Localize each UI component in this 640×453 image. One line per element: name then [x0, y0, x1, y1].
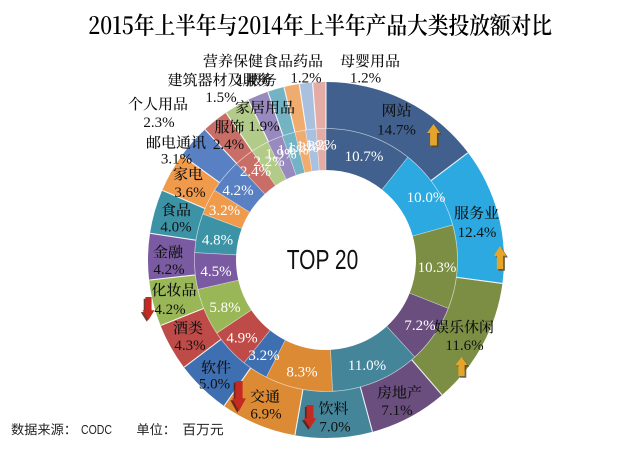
svg-text:7.2%: 7.2% — [404, 318, 435, 334]
svg-text:3.2%: 3.2% — [248, 348, 279, 364]
svg-text:1.4%: 1.4% — [236, 72, 267, 88]
svg-text:14.7%: 14.7% — [377, 122, 416, 138]
svg-text:1.9%: 1.9% — [248, 119, 279, 135]
svg-text:11.0%: 11.0% — [348, 358, 386, 374]
svg-text:7.0%: 7.0% — [319, 419, 350, 435]
svg-text:4.8%: 4.8% — [202, 232, 233, 248]
svg-text:10.3%: 10.3% — [418, 260, 457, 276]
svg-text:4.2%: 4.2% — [153, 262, 184, 278]
svg-text:8.3%: 8.3% — [286, 364, 317, 380]
svg-text:11.6%: 11.6% — [445, 338, 483, 354]
svg-text:6.9%: 6.9% — [250, 406, 281, 422]
svg-text:3.6%: 3.6% — [174, 185, 205, 201]
svg-text:1.3%: 1.3% — [296, 138, 327, 154]
svg-text:1.2%: 1.2% — [350, 71, 381, 87]
svg-text:CODC: CODC — [81, 422, 112, 437]
svg-text:1.2%: 1.2% — [290, 71, 321, 87]
svg-text:4.3%: 4.3% — [174, 338, 205, 354]
svg-text:4.2%: 4.2% — [222, 183, 253, 199]
svg-text:10.7%: 10.7% — [345, 149, 384, 165]
svg-text:2.2%: 2.2% — [253, 154, 284, 170]
svg-text:3.2%: 3.2% — [209, 203, 240, 219]
svg-text:1.9%: 1.9% — [265, 146, 296, 162]
svg-text:2.4%: 2.4% — [240, 164, 271, 180]
svg-text:1.5%: 1.5% — [205, 90, 236, 106]
svg-text:4.5%: 4.5% — [200, 264, 231, 280]
svg-text:2.3%: 2.3% — [143, 115, 174, 131]
svg-text:4.0%: 4.0% — [160, 219, 191, 235]
svg-text:7.1%: 7.1% — [381, 403, 412, 419]
svg-text:12.4%: 12.4% — [458, 225, 497, 241]
svg-text:1.2%: 1.2% — [305, 137, 336, 153]
svg-text:5.8%: 5.8% — [209, 300, 240, 316]
svg-text:1.3%: 1.3% — [287, 140, 318, 156]
svg-text:2.4%: 2.4% — [213, 137, 244, 153]
svg-text:3.1%: 3.1% — [161, 151, 192, 167]
svg-text:TOP 20: TOP 20 — [287, 244, 359, 275]
svg-text:10.0%: 10.0% — [407, 190, 446, 206]
svg-text:1.6%: 1.6% — [277, 142, 308, 158]
svg-text:5.0%: 5.0% — [199, 376, 230, 392]
svg-text:4.2%: 4.2% — [154, 302, 185, 318]
svg-text:4.9%: 4.9% — [226, 330, 257, 346]
